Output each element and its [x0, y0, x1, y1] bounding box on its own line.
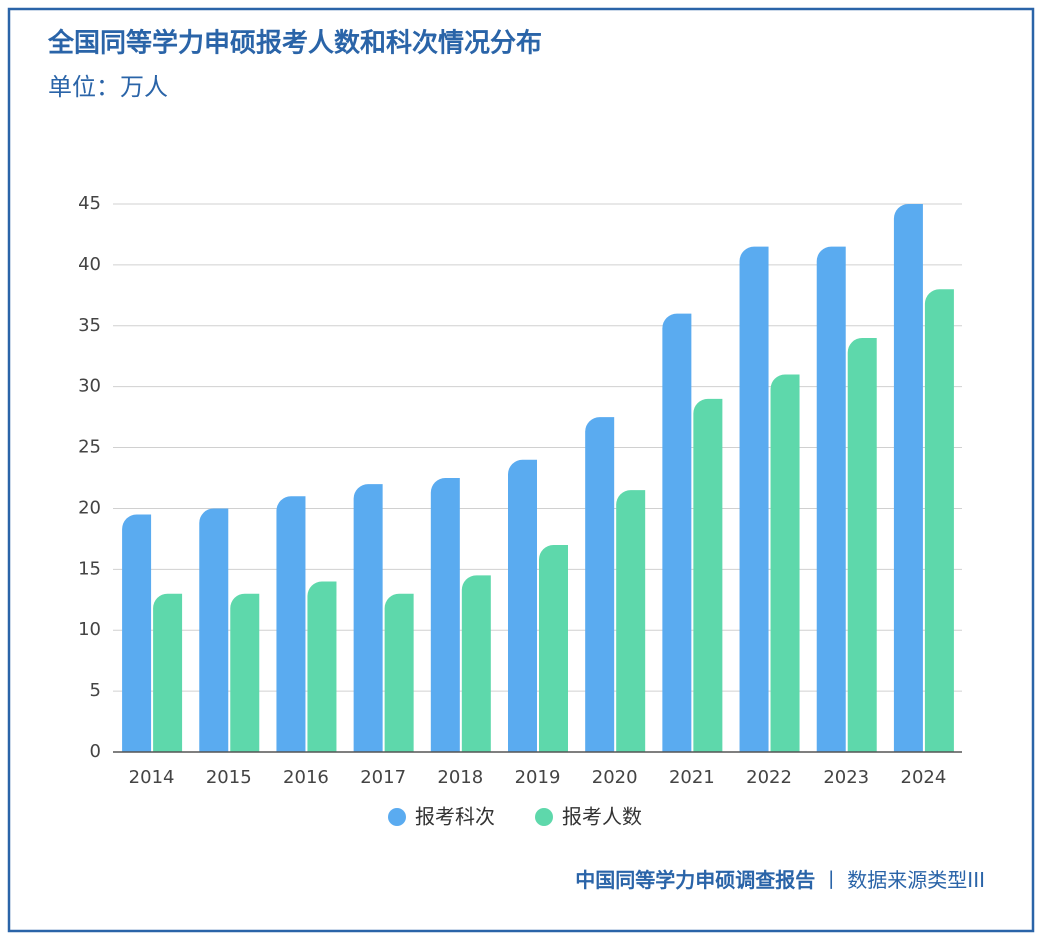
y-tick-label: 30: [78, 376, 101, 397]
y-tick-label: 35: [78, 315, 101, 336]
footer-source: 数据来源类型III: [847, 868, 985, 892]
bar: [893, 204, 923, 752]
bar: [230, 593, 260, 752]
bar: [816, 246, 846, 752]
x-tick-label: 2017: [360, 767, 406, 788]
x-tick-label: 2018: [437, 767, 483, 788]
bar: [430, 478, 460, 752]
x-tick-label: 2014: [129, 767, 175, 788]
bar: [153, 593, 183, 752]
bar: [353, 484, 383, 752]
bar: [585, 417, 615, 752]
legend-marker: [388, 808, 406, 826]
chart-title: 全国同等学力申硕报考人数和科次情况分布: [47, 28, 542, 59]
x-tick-label: 2015: [206, 767, 252, 788]
bar: [461, 575, 491, 752]
y-tick-label: 45: [78, 193, 101, 214]
bar: [276, 496, 306, 752]
x-tick-label: 2022: [746, 767, 792, 788]
bar: [847, 337, 877, 752]
x-tick-label: 2019: [515, 767, 561, 788]
frame: [7, 7, 1035, 933]
bar: [693, 398, 723, 752]
x-tick-label: 2016: [283, 767, 329, 788]
bar: [662, 313, 692, 752]
y-tick-label: 0: [90, 741, 101, 762]
bar: [770, 374, 800, 752]
y-tick-label: 5: [90, 680, 101, 701]
x-tick-label: 2023: [823, 767, 869, 788]
y-tick-label: 25: [78, 437, 101, 458]
y-tick-label: 15: [78, 558, 101, 579]
bar: [307, 581, 337, 752]
bar: [199, 508, 229, 752]
footer-separator: 丨: [821, 868, 841, 892]
footer-report: 中国同等学力申硕调查报告: [575, 868, 815, 892]
legend-marker: [535, 808, 553, 826]
bar: [384, 593, 414, 752]
legend-label: 报考科次: [415, 805, 495, 829]
bar: [508, 459, 537, 752]
x-tick-label: 2024: [901, 767, 947, 788]
footer: 中国同等学力申硕调查报告丨数据来源类型III: [575, 868, 985, 892]
y-tick-label: 10: [78, 619, 101, 640]
x-tick-label: 2020: [592, 767, 638, 788]
y-tick-label: 40: [78, 254, 101, 275]
legend-label: 报考人数: [562, 805, 642, 829]
chart-subtitle: 单位：万人: [48, 73, 168, 101]
bar: [122, 514, 152, 752]
bar: [739, 246, 769, 752]
bar: [924, 289, 954, 752]
bar: [616, 490, 646, 752]
y-tick-label: 20: [78, 497, 101, 518]
bar: [539, 544, 568, 752]
x-tick-label: 2021: [669, 767, 715, 788]
